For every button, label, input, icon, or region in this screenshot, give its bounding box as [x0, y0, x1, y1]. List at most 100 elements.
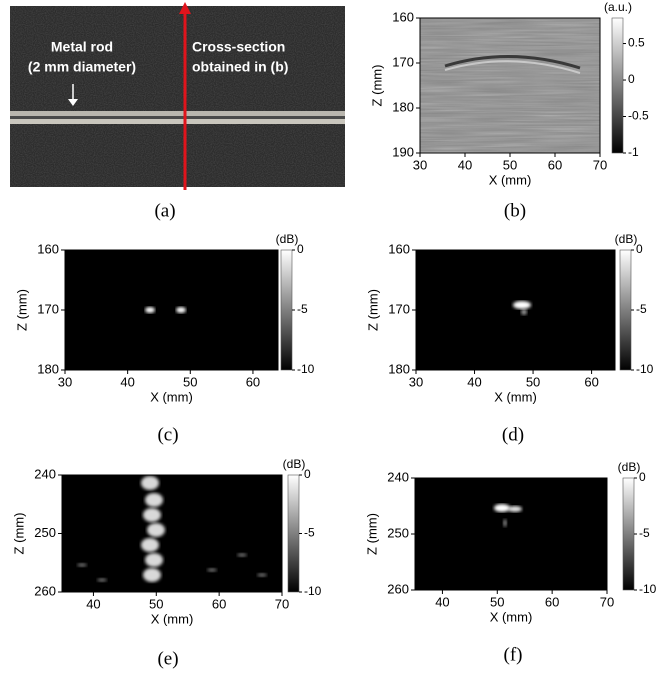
panel-label: (d) — [502, 424, 524, 445]
x-tick-label: 60 — [212, 596, 226, 611]
y-tick-label: 180 — [392, 99, 414, 114]
y-tick-label: 250 — [34, 525, 56, 540]
y-axis-label: Z (mm) — [14, 289, 29, 331]
colorbar-label: (a.u.) — [604, 0, 632, 14]
blob — [237, 553, 247, 557]
blob — [521, 309, 527, 315]
image — [420, 18, 600, 153]
x-tick-label: 40 — [120, 374, 134, 389]
x-tick-label: 70 — [275, 596, 289, 611]
colorbar — [619, 249, 632, 371]
colorbar-tick-label: -5 — [304, 526, 315, 540]
blob — [494, 504, 510, 512]
y-tick-label: 170 — [37, 301, 59, 316]
blob — [143, 568, 161, 582]
y-tick-label: 250 — [387, 525, 409, 540]
x-axis-label: X (mm) — [151, 611, 194, 626]
colorbar-tick-label: -10 — [304, 584, 322, 598]
image-bg — [416, 250, 615, 370]
y-tick-label: 170 — [392, 54, 414, 69]
x-tick-label: 50 — [149, 596, 163, 611]
colorbar-tick-label: -10 — [636, 362, 654, 376]
panel-label: (f) — [504, 644, 523, 665]
annotation: Metal rod — [51, 39, 113, 55]
colorbar-label: (dB) — [615, 232, 638, 246]
colorbar — [287, 474, 300, 593]
colorbar-tick-label: 0 — [636, 242, 643, 256]
image — [416, 250, 615, 370]
image-bg — [415, 478, 607, 590]
colorbar-tick-label: -5 — [636, 302, 647, 316]
annotation: Cross-section — [192, 39, 285, 55]
x-axis-label: X (mm) — [494, 389, 537, 404]
x-tick-label: 60 — [246, 374, 260, 389]
x-tick-label: 50 — [526, 374, 540, 389]
blob — [513, 301, 531, 309]
y-axis-label: Z (mm) — [365, 289, 380, 331]
image-noise — [420, 18, 600, 153]
colorbar-tick-label: -5 — [639, 526, 650, 540]
blob — [147, 523, 165, 537]
x-tick-label: 50 — [490, 594, 504, 609]
blob — [141, 538, 159, 552]
blob — [508, 506, 522, 512]
image — [65, 250, 278, 370]
colorbar-tick-label: 0.5 — [628, 36, 645, 50]
y-tick-label: 260 — [34, 583, 56, 598]
colorbar — [622, 477, 635, 591]
panel-label: (b) — [504, 200, 526, 221]
y-tick-label: 240 — [34, 466, 56, 481]
y-axis-label: Z (mm) — [369, 65, 384, 107]
photo — [10, 2, 345, 190]
blob — [257, 573, 267, 577]
image-bg — [62, 475, 282, 592]
blob — [97, 578, 107, 582]
y-axis-label: Z (mm) — [364, 513, 379, 555]
blob — [145, 307, 155, 313]
x-tick-label: 30 — [58, 374, 72, 389]
y-tick-label: 180 — [388, 361, 410, 376]
image-bg — [65, 250, 278, 370]
y-tick-label: 170 — [388, 301, 410, 316]
x-tick-label: 60 — [548, 157, 562, 172]
image — [415, 478, 607, 590]
colorbar — [280, 249, 293, 371]
colorbar-tick-label: 0 — [304, 467, 311, 481]
panel-label: (e) — [157, 648, 178, 669]
x-tick-label: 40 — [467, 374, 481, 389]
blob — [145, 553, 163, 567]
x-tick-label: 60 — [545, 594, 559, 609]
image — [62, 475, 282, 592]
y-tick-label: 260 — [387, 581, 409, 596]
y-tick-label: 160 — [37, 241, 59, 256]
colorbar-tick-label: -5 — [297, 302, 308, 316]
x-tick-label: 30 — [409, 374, 423, 389]
blob — [176, 307, 186, 313]
blob — [77, 563, 87, 567]
colorbar-tick-label: -0.5 — [628, 109, 649, 123]
x-tick-label: 70 — [600, 594, 614, 609]
x-axis-label: X (mm) — [489, 172, 532, 187]
panel-label: (a) — [154, 200, 175, 221]
colorbar-tick-label: 0 — [628, 72, 635, 86]
y-axis-label: Z (mm) — [11, 513, 26, 555]
colorbar-label: (dB) — [276, 232, 299, 246]
panel-label: (c) — [157, 424, 178, 445]
y-tick-label: 190 — [392, 144, 414, 159]
blob — [145, 493, 163, 507]
colorbar-tick-label: -10 — [297, 362, 315, 376]
x-axis-label: X (mm) — [150, 389, 193, 404]
colorbar-label: (dB) — [618, 460, 641, 474]
blob — [143, 508, 161, 522]
y-tick-label: 180 — [37, 361, 59, 376]
y-tick-label: 160 — [388, 241, 410, 256]
colorbar-tick-label: -10 — [639, 582, 657, 596]
x-tick-label: 30 — [413, 157, 427, 172]
x-tick-label: 40 — [435, 594, 449, 609]
x-tick-label: 40 — [86, 596, 100, 611]
x-tick-label: 50 — [503, 157, 517, 172]
x-tick-label: 50 — [183, 374, 197, 389]
colorbar-tick-label: 0 — [297, 242, 304, 256]
blob — [503, 519, 507, 527]
